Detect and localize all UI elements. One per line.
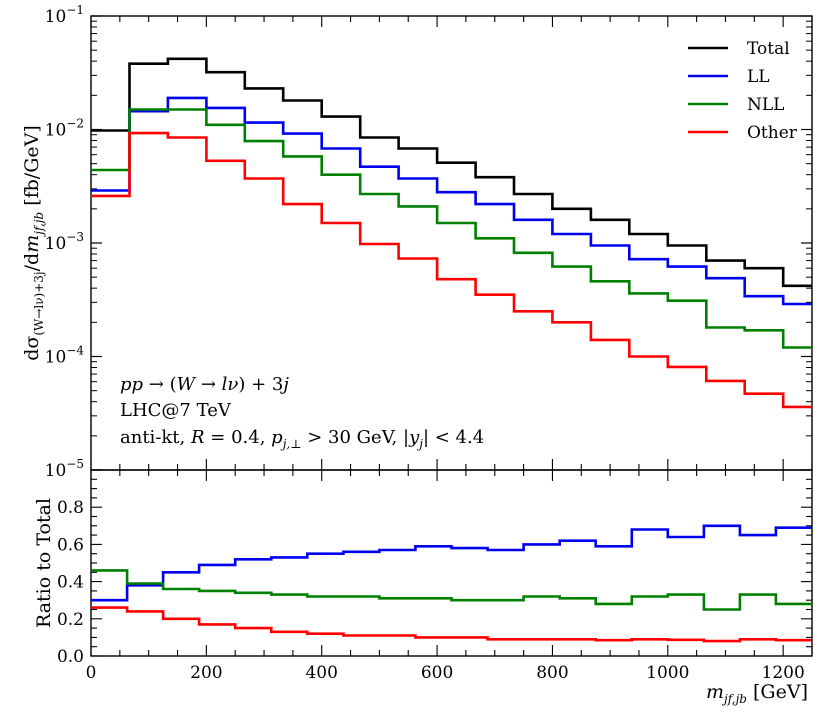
tick-exponent: −3	[66, 230, 84, 244]
ratio-plot-frame	[90, 469, 813, 657]
ratio-series-other	[91, 606, 812, 643]
legend: Total LL NLL Other	[688, 39, 798, 143]
main-series-nll	[91, 108, 812, 349]
ratio-series-nll	[91, 569, 812, 611]
main-y-axis-label: dσ(W→lν)+3j/dmjf,jb [fb/GeV]	[21, 125, 46, 361]
annot-pcut: > 30 GeV, |	[302, 427, 410, 448]
main-y-tick-label: 10−5	[45, 457, 84, 481]
ratio-y-tick-label: 0.0	[57, 647, 84, 667]
main-ylabel-m: m	[21, 235, 43, 253]
x-tick-labels: 0 200 400 600 800 1000 1200	[86, 663, 805, 683]
annotation-process: pp → (W → lν) + 3j	[120, 374, 289, 395]
x-axis-label: mjf,jb [GeV]	[706, 681, 808, 706]
annotation-cuts: anti-kt, R = 0.4, pj,⊥ > 30 GeV, |yj| < …	[120, 427, 484, 451]
main-series-other	[91, 131, 812, 409]
annotation-energy: LHC@7 TeV	[120, 400, 232, 421]
main-y-tick-labels: 10−510−410−310−210−1	[45, 3, 85, 481]
legend-label-ll: LL	[747, 67, 770, 87]
main-ylabel-mid: /d	[21, 253, 43, 272]
main-y-tick-label: 10−2	[45, 117, 84, 141]
ratio-plot: 0.0 0.2 0.4 0.6 0.8 0 200 400 600 800 1000 1200 Ra…	[33, 469, 813, 706]
main-ylabel-sub2: jf,jb	[32, 212, 46, 238]
main-series-total	[91, 57, 812, 288]
tick-base: 10	[45, 234, 67, 254]
main-y-tick-label: 10−4	[45, 344, 85, 368]
tick-base: 10	[45, 7, 67, 27]
annotations: pp → (W → lν) + 3j LHC@7 TeV anti-kt, R …	[120, 374, 484, 451]
x-tick-label: 400	[305, 663, 337, 683]
annot-pp: pp	[120, 374, 144, 395]
annot-ycut: | < 4.4	[423, 427, 484, 448]
legend-label-total: Total	[747, 39, 790, 59]
legend-label-other: Other	[747, 123, 798, 143]
ratio-y-tick-labels: 0.0 0.2 0.4 0.6 0.8	[57, 498, 84, 667]
annot-y: y	[408, 427, 420, 448]
annot-arrow: → (	[143, 374, 177, 395]
tick-base: 10	[45, 348, 67, 368]
annot-lnu: lν	[222, 374, 239, 395]
main-plot-series	[91, 57, 812, 409]
main-y-tick-label: 10−1	[45, 3, 84, 27]
xlabel-unit: [GeV]	[747, 681, 808, 703]
main-ylabel-unit: [fb/GeV]	[21, 125, 43, 206]
x-tick-label: 200	[190, 663, 222, 683]
ratio-plot-series	[91, 524, 812, 643]
legend-label-nll: NLL	[747, 95, 784, 115]
ratio-y-tick-label: 0.2	[57, 610, 84, 630]
main-plot-ticks	[90, 15, 813, 471]
x-tick-label: 800	[536, 663, 568, 683]
tick-base: 10	[45, 461, 67, 481]
main-ylabel-sub1: (W→lν)+3j	[32, 271, 46, 335]
x-tick-label: 1000	[646, 663, 689, 683]
tick-exponent: −5	[66, 457, 84, 471]
annot-rval: = 0.4,	[205, 427, 272, 448]
main-plot: 10−510−410−310−210−1 dσ(W→lν)+3j/dmjf,jb…	[21, 3, 813, 481]
annot-w: W	[177, 374, 197, 395]
main-ylabel-d: dσ	[21, 336, 43, 361]
annot-tail: ) + 3	[238, 374, 283, 395]
ratio-y-tick-label: 0.4	[57, 573, 84, 593]
annot-j: j	[279, 374, 289, 395]
annot-alg: anti-kt,	[120, 427, 191, 448]
annot-r: R	[190, 427, 205, 448]
x-tick-label: 0	[86, 663, 97, 683]
ratio-plot-ticks	[90, 469, 813, 657]
ratio-y-tick-label: 0.6	[57, 535, 84, 555]
main-y-tick-label: 10−3	[45, 230, 84, 254]
ratio-y-tick-label: 0.8	[57, 498, 84, 518]
xlabel-m: m	[706, 681, 724, 703]
annot-p: p	[271, 427, 283, 448]
tick-exponent: −1	[66, 3, 84, 17]
tick-exponent: −4	[66, 344, 84, 358]
ratio-y-axis-label: Ratio to Total	[33, 498, 55, 628]
main-series-ll	[91, 96, 812, 306]
x-tick-label: 1200	[762, 663, 805, 683]
annot-ysub: j	[416, 437, 423, 451]
annot-psub: j,⊥	[280, 437, 302, 451]
annot-arrow2: →	[195, 374, 222, 395]
ratio-series-ll	[91, 524, 812, 602]
x-tick-label: 600	[421, 663, 453, 683]
xlabel-sub: jf,jb	[721, 692, 747, 706]
tick-base: 10	[45, 121, 67, 141]
tick-exponent: −2	[66, 117, 84, 131]
